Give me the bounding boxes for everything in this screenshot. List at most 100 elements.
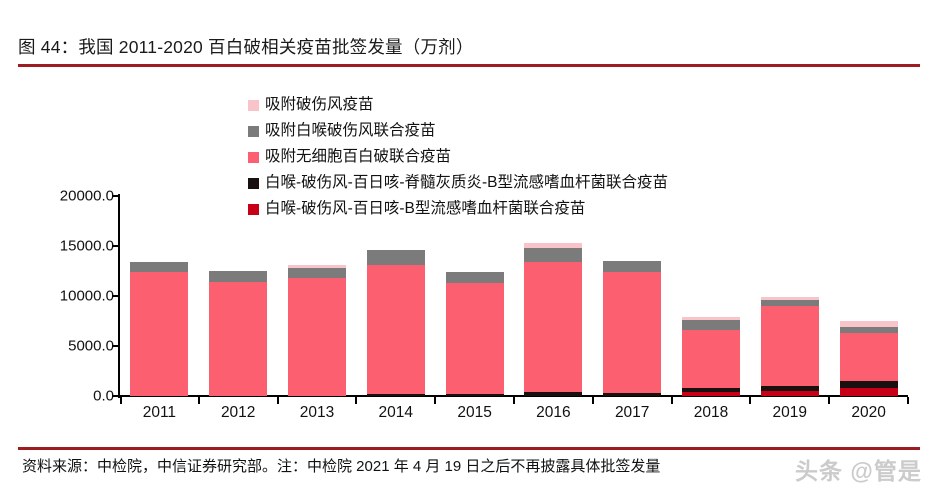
bar-stack[interactable]	[130, 196, 189, 396]
bar-stack[interactable]	[682, 196, 740, 396]
y-axis-tick-label: 15000.0	[59, 237, 114, 255]
bar-stack[interactable]	[288, 196, 346, 396]
y-axis-tick-mark	[112, 195, 119, 197]
legend-item-label: 吸附无细胞百白破联合疫苗	[265, 148, 452, 166]
bar-segment[interactable]	[760, 300, 819, 306]
y-axis-tick-mark	[112, 345, 119, 347]
bar-segment[interactable]	[839, 333, 898, 381]
bar-stack[interactable]	[209, 196, 268, 396]
legend-item[interactable]: 吸附破伤风疫苗	[248, 92, 668, 118]
bar-segment[interactable]	[288, 278, 346, 396]
bar-segment[interactable]	[839, 327, 898, 333]
x-axis-tick-mark	[670, 397, 673, 404]
legend-swatch-icon	[248, 151, 259, 163]
bar-segment[interactable]	[524, 243, 583, 248]
bar-segment[interactable]	[130, 262, 189, 272]
bar-segment[interactable]	[366, 250, 425, 265]
bar-segment[interactable]	[524, 392, 583, 396]
bar-stack[interactable]	[760, 196, 819, 396]
bar-segment[interactable]	[682, 330, 740, 388]
x-axis-tick-label: 2012	[220, 404, 256, 421]
bar-segment[interactable]	[288, 268, 346, 278]
bar-segment[interactable]	[839, 381, 898, 388]
bar-segment[interactable]	[682, 392, 740, 396]
legend-swatch-icon	[248, 125, 259, 137]
bar-segment[interactable]	[682, 388, 740, 392]
bar-segment[interactable]	[366, 394, 425, 396]
bar-segment[interactable]	[760, 306, 819, 386]
bar-segment[interactable]	[524, 248, 583, 262]
footer-divider	[18, 447, 920, 450]
bar-segment[interactable]	[839, 321, 898, 327]
legend-item-label: 白喉-破伤风-百日咳-B型流感嗜血杆菌联合疫苗	[265, 200, 586, 218]
y-axis-tick-label: 5000.0	[68, 337, 114, 355]
x-axis-tick-mark	[907, 397, 909, 404]
legend-item-label: 吸附白喉破伤风联合疫苗	[265, 122, 436, 140]
bar-stack[interactable]	[839, 196, 898, 396]
bar-segment[interactable]	[366, 265, 425, 394]
y-axis-tick-labels: 0.0 5000.0 10000.0 15000.0 20000.0	[12, 0, 114, 502]
x-axis-line	[118, 395, 908, 397]
bar-segment[interactable]	[524, 262, 583, 392]
legend-item[interactable]: 吸附无细胞百白破联合疫苗	[248, 144, 668, 170]
bar-segment[interactable]	[839, 388, 898, 396]
x-axis-tick-label: 2020	[851, 404, 886, 421]
page-title: 图 44：我国 2011-2020 百白破相关疫苗批签发量（万剂）	[18, 37, 474, 57]
x-axis-tick-label: 2014	[378, 404, 414, 421]
y-axis-tick-label: 20000.0	[59, 187, 114, 205]
legend-item-label: 白喉-破伤风-百日咳-脊髓灰质炎-B型流感嗜血杆菌联合疫苗	[265, 174, 668, 192]
bar-stack[interactable]	[524, 196, 583, 396]
bar-segment[interactable]	[760, 391, 819, 396]
bar-stack[interactable]	[366, 196, 425, 396]
bar-segment[interactable]	[682, 317, 740, 320]
bar-segment[interactable]	[445, 283, 504, 394]
y-axis-tick-label: 10000.0	[59, 287, 114, 305]
x-axis-tick-label: 2019	[772, 404, 808, 421]
legend-item[interactable]: 白喉-破伤风-百日咳-B型流感嗜血杆菌联合疫苗	[248, 196, 668, 222]
bar-segment[interactable]	[760, 386, 819, 391]
x-axis-tick-label: 2015	[457, 404, 492, 421]
bar-segment[interactable]	[209, 271, 268, 282]
x-axis-tick-mark	[197, 397, 200, 404]
x-axis-tick-mark	[591, 397, 594, 404]
bar-segment[interactable]	[603, 272, 662, 393]
y-axis-tick-mark	[112, 245, 119, 247]
x-axis-tick-label: 2017	[614, 404, 650, 421]
y-axis-tick-mark	[112, 295, 119, 297]
x-axis-tick-mark	[513, 397, 515, 404]
x-axis-tick-mark	[120, 397, 122, 404]
bar-stack[interactable]	[603, 196, 662, 396]
legend-swatch-icon	[248, 99, 259, 111]
bar-segment[interactable]	[682, 320, 740, 330]
bar-segment[interactable]	[445, 394, 504, 396]
x-axis-tick-label: 2013	[299, 404, 335, 421]
bar-segment[interactable]	[288, 265, 346, 268]
bar-segment[interactable]	[603, 393, 662, 396]
chart-legend: 吸附破伤风疫苗吸附白喉破伤风联合疫苗 吸附无细胞百白破联合疫苗白喉-破伤风-百日咳…	[248, 92, 668, 222]
x-axis-tick-mark	[355, 397, 358, 404]
bar-segment[interactable]	[760, 297, 819, 300]
watermark-label: 头条 @管是	[795, 458, 922, 484]
figure-title-wrap: 图 44：我国 2011-2020 百白破相关疫苗批签发量（万剂）	[18, 34, 920, 59]
legend-swatch-icon	[248, 203, 259, 215]
legend-item[interactable]: 吸附白喉破伤风联合疫苗	[248, 118, 668, 144]
title-divider-top	[18, 64, 920, 67]
source-note: 资料来源：中检院，中信证券研究部。注：中检院 2021 年 4 月 19 日之后…	[22, 458, 661, 475]
legend-swatch-icon	[248, 177, 259, 189]
bar-segment[interactable]	[603, 261, 662, 272]
bar-segment[interactable]	[209, 282, 268, 396]
legend-item[interactable]: 白喉-破伤风-百日咳-脊髓灰质炎-B型流感嗜血杆菌联合疫苗	[248, 170, 668, 196]
bar-segment[interactable]	[130, 272, 189, 396]
legend-item-label: 吸附破伤风疫苗	[265, 96, 374, 114]
bar-segment[interactable]	[445, 272, 504, 283]
bar-stack[interactable]	[445, 196, 504, 396]
y-axis-line	[118, 194, 120, 398]
x-axis-tick-label: 2011	[142, 404, 177, 421]
x-axis-tick-label: 2018	[693, 404, 729, 421]
x-axis-tick-mark	[276, 397, 279, 404]
x-axis-tick-mark	[828, 397, 831, 404]
